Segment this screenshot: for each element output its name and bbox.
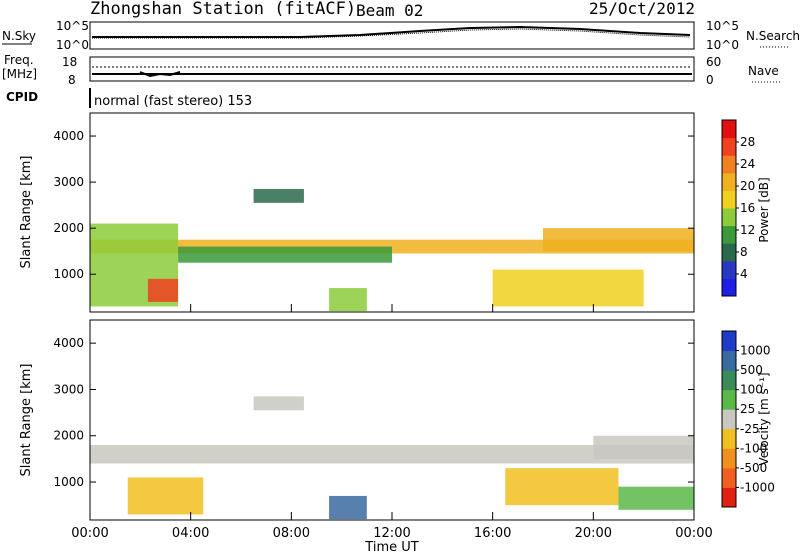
velocity-colorbar-swatch <box>722 331 736 352</box>
noise-panel <box>89 21 695 50</box>
power-echo-region <box>329 288 367 312</box>
velocity-colorbar-swatch <box>722 487 736 508</box>
x-axis-title: Time UT <box>364 540 418 554</box>
velocity-colorbar-tick-label: -500 <box>740 461 767 475</box>
power-colorbar-tick-label: 12 <box>740 223 755 237</box>
velocity-ytick-label: 4000 <box>53 336 84 350</box>
power-colorbar-swatch <box>722 172 736 191</box>
nsearch-label: N.Search <box>746 29 800 43</box>
noise-tick-right-top: 10^5 <box>706 19 739 33</box>
power-colorbar: 28 24 20 16 12 8 4 <box>721 119 755 297</box>
velocity-echo-region <box>329 495 367 520</box>
power-colorbar-swatch <box>722 155 736 174</box>
x-tick-label: 00:00 <box>71 526 108 541</box>
power-ytick-label: 1000 <box>53 267 84 281</box>
power-ytick-label: 4000 <box>53 129 84 143</box>
power-colorbar-swatch <box>722 190 736 209</box>
power-colorbar-swatch <box>722 225 736 244</box>
velocity-ylabel: Slant Range [km] <box>19 364 34 477</box>
power-ytick-label: 2000 <box>53 221 84 235</box>
power-ylabel: Slant Range [km] <box>19 156 34 269</box>
power-colorbar-tick-label: 4 <box>740 267 748 281</box>
x-tick-label: 08:00 <box>273 526 310 541</box>
velocity-colorbar-swatch <box>722 409 736 430</box>
freq-tick-top: 18 <box>62 55 77 69</box>
freq-dip <box>139 71 181 78</box>
velocity-colorbar-swatch <box>722 428 736 449</box>
x-tick-label: 20:00 <box>575 526 612 541</box>
nave-label: Nave <box>748 64 779 78</box>
velocity-colorbar-label: Velocity [m s⁻¹] <box>757 372 771 465</box>
noise-tick-left-top: 10^5 <box>56 19 89 33</box>
velocity-colorbar-swatch <box>722 350 736 371</box>
velocity-echo-region <box>127 477 204 515</box>
power-echo-region <box>543 228 694 252</box>
nsky-label: N.Sky <box>2 29 36 43</box>
velocity-colorbar-tick-label: 25 <box>740 402 755 416</box>
freq-panel <box>89 56 695 82</box>
power-colorbar-swatch <box>722 137 736 156</box>
velocity-echo-region <box>90 445 694 464</box>
noise-search-trace <box>92 28 691 39</box>
noise-sky-trace <box>92 25 691 38</box>
date-label: 25/Oct/2012 <box>589 0 695 18</box>
velocity-colorbar-swatch <box>722 467 736 488</box>
beam-label: Beam 02 <box>356 1 423 20</box>
velocity-panel: 4000 3000 2000 1000 <box>53 319 695 521</box>
noise-tick-left-bottom: 10^0 <box>56 38 89 52</box>
nave-tick-bottom: 0 <box>706 73 714 87</box>
power-echo-region <box>147 278 179 302</box>
velocity-colorbar-tick-label: -100 <box>740 441 767 455</box>
velocity-colorbar-tick-label: 500 <box>740 363 763 377</box>
power-colorbar-tick-label: 24 <box>740 157 755 171</box>
power-colorbar-swatch <box>722 278 736 297</box>
x-tick-label: 00:00 <box>675 526 712 541</box>
velocity-ytick-label: 1000 <box>53 475 84 489</box>
power-colorbar-tick-label: 28 <box>740 135 755 149</box>
velocity-echo-region <box>253 396 304 411</box>
power-colorbar-tick-label: 20 <box>740 179 755 193</box>
noise-tick-right-bottom: 10^0 <box>706 38 739 52</box>
velocity-colorbar-swatch <box>722 370 736 391</box>
velocity-colorbar-swatch <box>722 448 736 469</box>
velocity-echo-region <box>618 486 694 510</box>
velocity-colorbar-tick-label: -25 <box>740 422 760 436</box>
velocity-echo-region <box>593 435 694 459</box>
velocity-colorbar-tick-label: 100 <box>740 383 763 397</box>
x-tick-labels: 00:00 04:00 08:00 12:00 16:00 20:00 00:00 <box>71 526 712 541</box>
velocity-colorbar-swatch <box>722 389 736 410</box>
velocity-colorbar-frame <box>721 330 737 508</box>
power-colorbar-tick-label: 8 <box>740 245 748 259</box>
velocity-ytick-label: 2000 <box>53 429 84 443</box>
x-tick-label: 04:00 <box>172 526 209 541</box>
power-colorbar-swatch <box>722 243 736 262</box>
power-ytick-label: 3000 <box>53 175 84 189</box>
velocity-ytick-label: 3000 <box>53 382 84 396</box>
freq-tick-bottom: 8 <box>68 73 76 87</box>
nave-tick-top: 60 <box>706 55 721 69</box>
power-colorbar-swatch <box>722 120 736 139</box>
cpid-text: normal (fast stereo) 153 <box>94 94 252 109</box>
power-panel: 4000 3000 2000 1000 <box>53 112 695 313</box>
x-tick-label: 12:00 <box>373 526 410 541</box>
power-colorbar-label: Power [dB] <box>757 177 771 242</box>
power-echo-region <box>253 189 304 203</box>
velocity-echo-region <box>505 468 619 506</box>
velocity-colorbar-tick-label: 1000 <box>740 344 771 358</box>
freq-label: Freq. <box>4 53 34 67</box>
cpid-label: CPID <box>6 90 38 104</box>
velocity-colorbar-tick-label: -1000 <box>740 480 775 494</box>
velocity-colorbar: 1000 500 100 25 -25 -100 -500 -1000 <box>721 330 775 508</box>
power-colorbar-swatch <box>722 208 736 227</box>
power-colorbar-swatch <box>722 260 736 279</box>
power-echo-region <box>178 246 392 263</box>
station-title: Zhongshan Station (fitACF) <box>90 0 356 19</box>
x-tick-label: 16:00 <box>474 526 511 541</box>
freq-unit: [MHz] <box>2 67 37 81</box>
power-echo-region <box>492 269 644 307</box>
power-colorbar-tick-label: 16 <box>740 201 755 215</box>
